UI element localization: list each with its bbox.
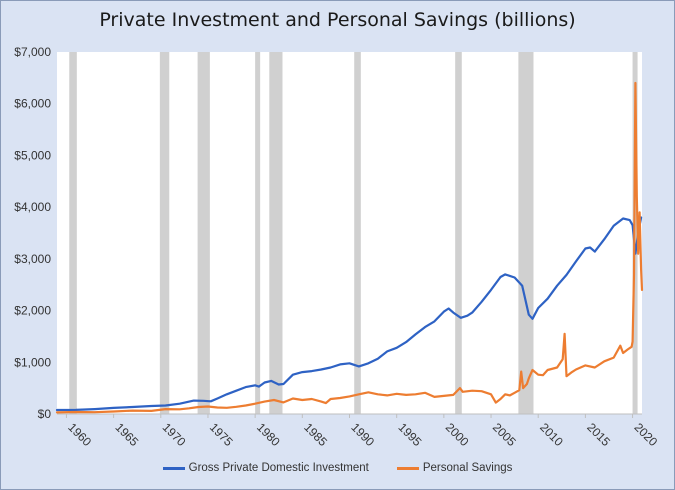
- recession-band-3: [255, 52, 261, 414]
- y-tick-label: $1,000: [14, 355, 51, 369]
- plot-area: [57, 52, 642, 414]
- x-tick-label: 2020: [631, 420, 660, 449]
- recession-band-4: [269, 52, 283, 414]
- y-tick-label: $6,000: [14, 97, 51, 111]
- y-tick-label: $5,000: [14, 148, 51, 162]
- legend-label-savings: Personal Savings: [422, 462, 513, 474]
- recession-band-6: [455, 52, 462, 414]
- series-line-investment: [55, 216, 643, 412]
- y-tick-label: $7,000: [14, 45, 51, 59]
- series-lines: [55, 81, 644, 414]
- legend-item-savings: Personal Savings: [396, 462, 513, 474]
- legend: Gross Private Domestic Investment Person…: [1, 462, 674, 474]
- x-tick-label: 1980: [254, 420, 283, 449]
- legend-swatch-savings: [396, 466, 419, 470]
- x-tick-label: 2005: [490, 420, 519, 449]
- x-tick-label: 1985: [301, 420, 330, 449]
- recession-band-1: [159, 52, 170, 414]
- legend-item-investment: Gross Private Domestic Investment: [162, 462, 369, 474]
- recession-band-7: [518, 52, 534, 414]
- x-tick-label: 1995: [396, 420, 425, 449]
- x-tick-label: 2000: [443, 420, 472, 449]
- y-tick-label: $2,000: [14, 304, 51, 318]
- x-tick-label: 1970: [160, 420, 189, 449]
- y-tick-label: $4,000: [14, 200, 51, 214]
- legend-label-investment: Gross Private Domestic Investment: [188, 462, 369, 474]
- recession-band-2: [197, 52, 210, 414]
- series-line-savings: [55, 81, 644, 414]
- legend-swatch-investment: [162, 466, 185, 470]
- x-tick-label: 1965: [112, 420, 141, 449]
- y-tick-label: $0: [38, 407, 52, 421]
- x-tick-label: 1975: [207, 420, 236, 449]
- chart-title: Private Investment and Personal Savings …: [99, 9, 576, 31]
- recession-band-5: [354, 52, 361, 414]
- x-tick-label: 1990: [348, 420, 377, 449]
- x-tick-label: 2015: [584, 420, 613, 449]
- x-tick-label: 2010: [537, 420, 566, 449]
- y-tick-label: $3,000: [14, 252, 51, 266]
- x-tick-label: 1960: [65, 420, 94, 449]
- recession-band-0: [69, 52, 77, 414]
